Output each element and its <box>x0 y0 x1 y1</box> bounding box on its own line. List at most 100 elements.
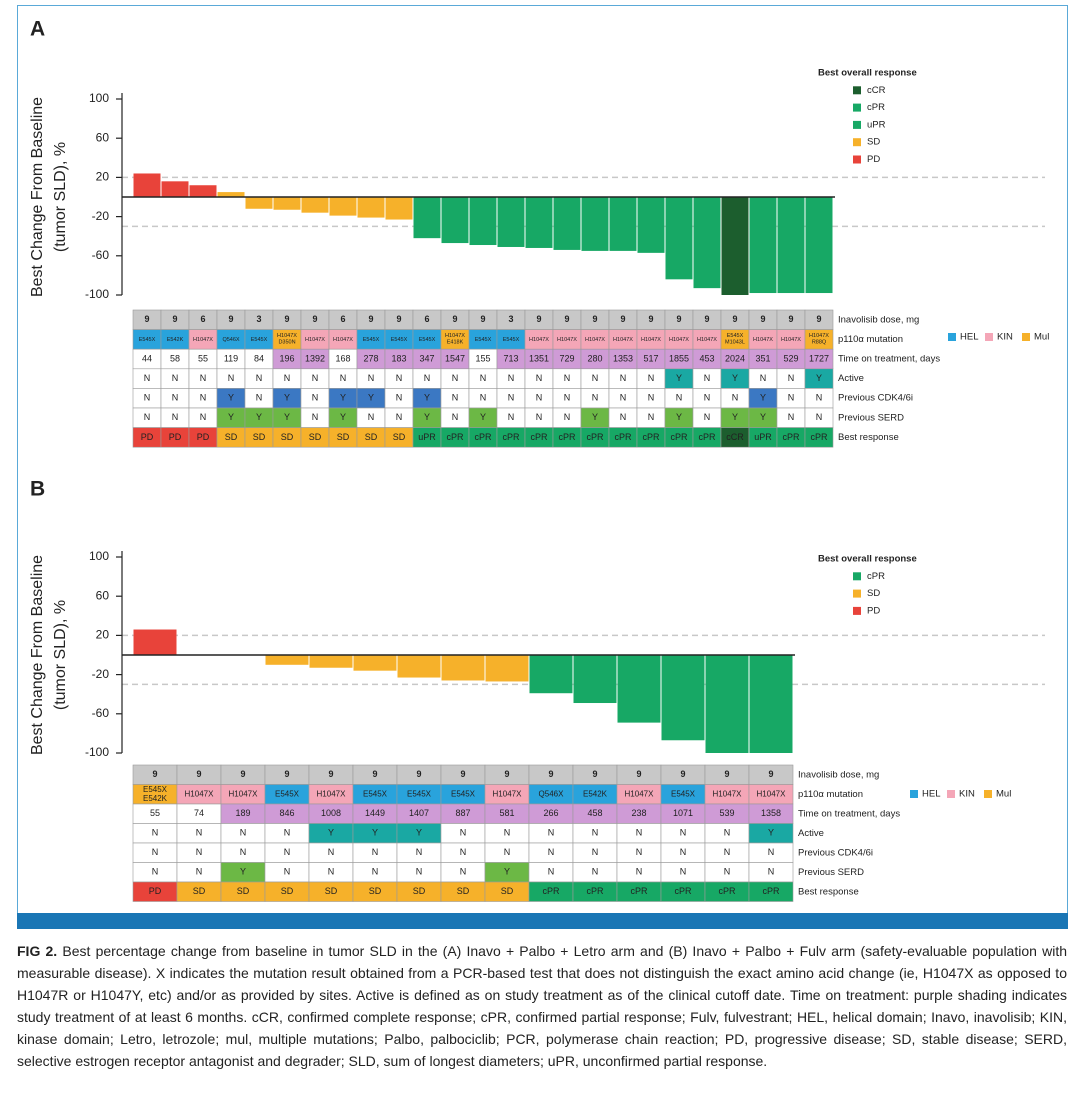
cell-text: SD <box>413 886 426 896</box>
cell-text: N <box>636 867 643 877</box>
legend-swatch <box>853 572 861 581</box>
y-tick-label: -20 <box>92 209 110 223</box>
cell-text: E545X <box>407 789 432 798</box>
cell-text: Y <box>480 412 486 422</box>
y-axis-label: Best Change From Baseline <box>29 97 46 297</box>
cell-text: N <box>536 373 543 383</box>
cell-text: 9 <box>636 769 641 779</box>
bar <box>553 197 581 250</box>
cell-text: PD <box>169 432 182 442</box>
cell-text: 887 <box>455 808 470 818</box>
cell-text: 1407 <box>409 808 429 818</box>
y-tick-label: -100 <box>85 745 109 759</box>
cell-text: Y <box>372 828 378 838</box>
cell-text: N <box>536 393 543 403</box>
cell-text: Y <box>768 828 774 838</box>
cell-text: 196 <box>279 353 294 363</box>
y-tick-label: 60 <box>96 588 110 602</box>
bar <box>573 655 617 704</box>
cell-text: 9 <box>152 769 157 779</box>
cell-text: N <box>416 847 423 857</box>
bar <box>581 197 609 251</box>
cell-text: 44 <box>142 353 152 363</box>
legend-label: SD <box>867 588 880 599</box>
bar <box>245 197 273 209</box>
cell-text: H1047X <box>185 789 215 798</box>
cell-text: N <box>788 412 795 422</box>
y-tick-label: 100 <box>89 91 109 105</box>
bar <box>485 655 529 682</box>
y-tick-label: 20 <box>96 628 110 642</box>
cell-text: N <box>592 828 599 838</box>
cell-text: 347 <box>419 353 434 363</box>
cell-text: SD <box>225 432 238 442</box>
cell-text: N <box>816 412 823 422</box>
cell-text: N <box>312 373 319 383</box>
cell-text: E545X <box>275 789 300 798</box>
cell-text: cPR <box>558 432 576 442</box>
bar <box>637 197 665 253</box>
cell-text: N <box>284 828 291 838</box>
cell-text: 1392 <box>305 353 325 363</box>
cell-text: 9 <box>460 769 465 779</box>
cell-text: 9 <box>416 769 421 779</box>
bar <box>609 197 637 251</box>
cell-text: H1047X <box>529 337 549 343</box>
cell-text: SD <box>281 886 294 896</box>
cell-text: uPR <box>418 432 436 442</box>
cell-text: 9 <box>724 769 729 779</box>
cell-text: N <box>172 393 179 403</box>
cell-text: N <box>452 373 459 383</box>
bar <box>309 655 353 668</box>
cell-text: N <box>396 393 403 403</box>
cell-text: N <box>636 828 643 838</box>
cell-text: N <box>240 847 247 857</box>
cell-text: 9 <box>396 314 401 324</box>
cell-text: N <box>620 373 627 383</box>
bar <box>385 197 413 220</box>
cell-text: 84 <box>254 353 264 363</box>
bar <box>721 197 749 295</box>
cell-text: 9 <box>284 314 289 324</box>
bar <box>749 655 793 753</box>
cell-text: N <box>508 393 515 403</box>
cell-text: cPR <box>502 432 520 442</box>
cell-text: 9 <box>548 769 553 779</box>
cell-text: 9 <box>536 314 541 324</box>
cell-text: 9 <box>816 314 821 324</box>
cell-text: Y <box>816 373 822 383</box>
cell-text: N <box>680 867 687 877</box>
cell-text: N <box>424 373 431 383</box>
cell-text: 9 <box>592 314 597 324</box>
cell-text: H1047X E418K <box>445 334 465 347</box>
cell-text: E545X <box>451 789 476 798</box>
row-label: Inavolisib dose, mg <box>798 769 879 780</box>
cell-text: N <box>548 847 555 857</box>
cell-text: N <box>704 393 711 403</box>
cell-text: Y <box>340 393 346 403</box>
cell-text: E545X <box>251 337 268 343</box>
cell-text: 539 <box>719 808 734 818</box>
bar <box>777 197 805 294</box>
legend-label: cPR <box>867 571 885 582</box>
cell-text: SD <box>393 432 406 442</box>
caption-label: FIG 2. <box>17 943 58 959</box>
cell-text: 9 <box>704 314 709 324</box>
cell-text: Q546X <box>222 337 239 343</box>
cell-text: cCR <box>726 432 744 442</box>
y-tick-label: 20 <box>96 170 110 184</box>
caption-text: Best percentage change from baseline in … <box>17 943 1067 1069</box>
cell-text: 9 <box>452 314 457 324</box>
cell-text: N <box>788 373 795 383</box>
cell-text: E545X <box>363 789 388 798</box>
cell-text: SD <box>369 886 382 896</box>
cell-text: cPR <box>530 432 548 442</box>
cell-text: Y <box>228 393 234 403</box>
cell-text: N <box>704 373 711 383</box>
cell-text: SD <box>193 886 206 896</box>
cell-text: N <box>592 373 599 383</box>
cell-text: H1047X <box>305 337 325 343</box>
bar <box>161 181 189 197</box>
mutation-legend-label: KIN <box>959 789 975 800</box>
cell-text: Y <box>256 412 262 422</box>
